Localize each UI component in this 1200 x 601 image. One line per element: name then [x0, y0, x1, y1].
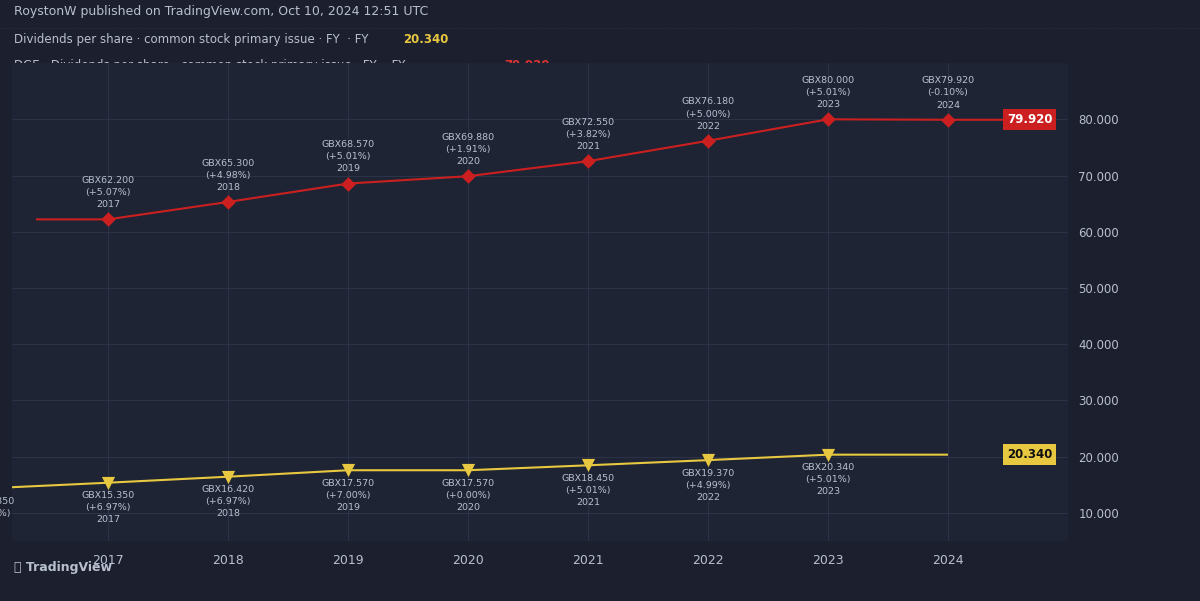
Point	[338, 465, 358, 475]
Text: RoystonW published on TradingView.com, Oct 10, 2024 12:51 UTC: RoystonW published on TradingView.com, O…	[14, 5, 428, 18]
Point	[578, 156, 598, 166]
Text: DGE · Dividends per share · common stock primary issue · FY  · FY: DGE · Dividends per share · common stock…	[14, 59, 413, 72]
Text: GBX65.300
(+4.98%)
2018: GBX65.300 (+4.98%) 2018	[202, 159, 254, 192]
Text: GBX15.350
(+6.97%)
2017: GBX15.350 (+6.97%) 2017	[82, 491, 134, 525]
Text: GBX20.340
(+5.01%)
2023: GBX20.340 (+5.01%) 2023	[802, 463, 854, 496]
Text: GBX17.570
(+7.00%)
2019: GBX17.570 (+7.00%) 2019	[322, 478, 374, 512]
Text: GBX16.420
(+6.97%)
2018: GBX16.420 (+6.97%) 2018	[202, 485, 254, 519]
Text: GBX79.920
(-0.10%)
2024: GBX79.920 (-0.10%) 2024	[922, 76, 974, 109]
Text: GBX69.880
(+1.91%)
2020: GBX69.880 (+1.91%) 2020	[442, 133, 494, 166]
Point	[818, 115, 838, 124]
Text: 20.340: 20.340	[403, 33, 449, 46]
Text: GBX80.000
(+5.01%)
2023: GBX80.000 (+5.01%) 2023	[802, 76, 854, 109]
Point	[218, 197, 238, 207]
Point	[98, 478, 118, 487]
Point	[818, 450, 838, 460]
Text: GBX76.180
(+5.00%)
2022: GBX76.180 (+5.00%) 2022	[682, 97, 734, 130]
Text: 79.920: 79.920	[504, 59, 550, 72]
Text: GBX68.570
(+5.01%)
2019: GBX68.570 (+5.01%) 2019	[322, 140, 374, 174]
Point	[218, 472, 238, 481]
Point	[458, 171, 478, 181]
Text: 79.920: 79.920	[1007, 113, 1052, 126]
Text: GBX72.550
(+3.82%)
2021: GBX72.550 (+3.82%) 2021	[562, 118, 614, 151]
Text: GBX14.350
(+7.09%)
2016: GBX14.350 (+7.09%) 2016	[0, 497, 14, 530]
Text: 20.340: 20.340	[1007, 448, 1052, 461]
Point	[698, 456, 718, 465]
Text: ⨟ TradingView: ⨟ TradingView	[14, 561, 113, 575]
Point	[338, 178, 358, 188]
Text: GBX19.370
(+4.99%)
2022: GBX19.370 (+4.99%) 2022	[682, 469, 734, 502]
Point	[578, 460, 598, 470]
Point	[458, 465, 478, 475]
Point	[938, 115, 958, 124]
Text: Dividends per share · common stock primary issue · FY  · FY: Dividends per share · common stock prima…	[14, 33, 377, 46]
Point	[98, 215, 118, 224]
Text: GBX17.570
(+0.00%)
2020: GBX17.570 (+0.00%) 2020	[442, 478, 494, 512]
Text: GBX18.450
(+5.01%)
2021: GBX18.450 (+5.01%) 2021	[562, 474, 614, 507]
Text: GBX62.200
(+5.07%)
2017: GBX62.200 (+5.07%) 2017	[82, 176, 134, 209]
Point	[698, 136, 718, 145]
